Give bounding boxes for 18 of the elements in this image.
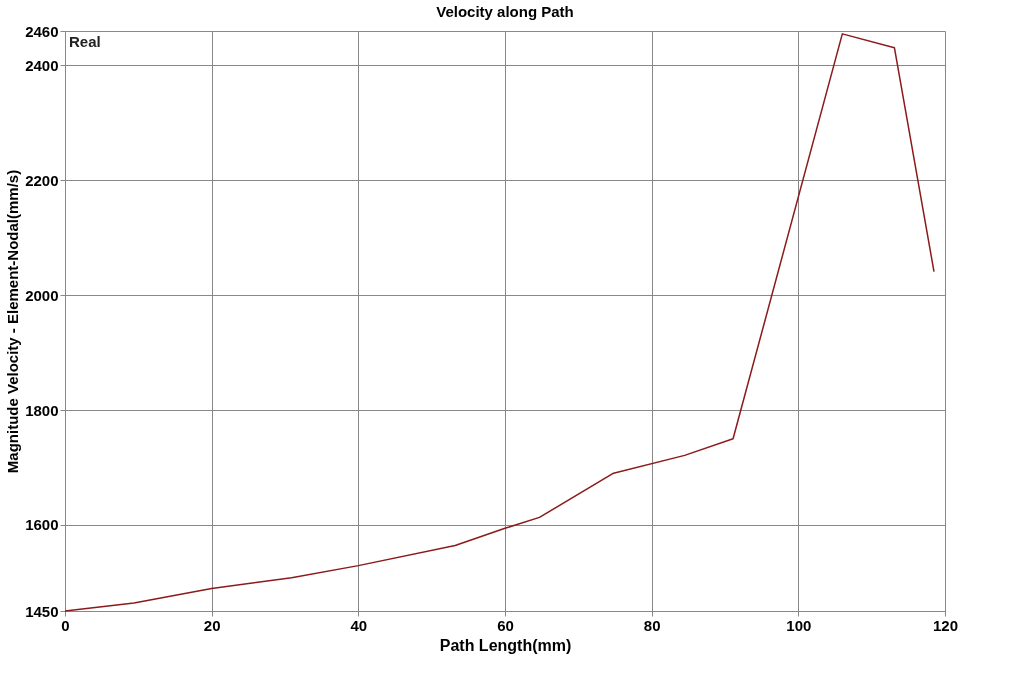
y-tick-label: 2000	[25, 286, 59, 304]
annotation: Real	[69, 33, 101, 50]
x-tick-label: 0	[61, 616, 70, 634]
chart-title: Velocity along Path	[436, 3, 574, 20]
y-tick-label: 2460	[25, 22, 59, 40]
x-tick-label: 40	[350, 616, 368, 634]
y-tick-label: 1800	[25, 401, 59, 419]
y-tick-label: 2200	[25, 171, 59, 189]
x-tick-label: 80	[643, 616, 661, 634]
y-tick-label: 2400	[25, 56, 59, 74]
x-tick-label: 20	[203, 616, 221, 634]
x-tick-label: 120	[932, 616, 959, 634]
x-tick-label: 100	[786, 616, 812, 634]
x-axis-title: Path Length(mm)	[439, 636, 572, 654]
y-tick-label: 1600	[25, 516, 59, 534]
y-tick-label: 1450	[25, 602, 59, 620]
y-axis-title: Magnitude Velocity - Element-Nodal(mm/s)	[4, 169, 22, 474]
x-tick-label: 60	[497, 616, 514, 634]
